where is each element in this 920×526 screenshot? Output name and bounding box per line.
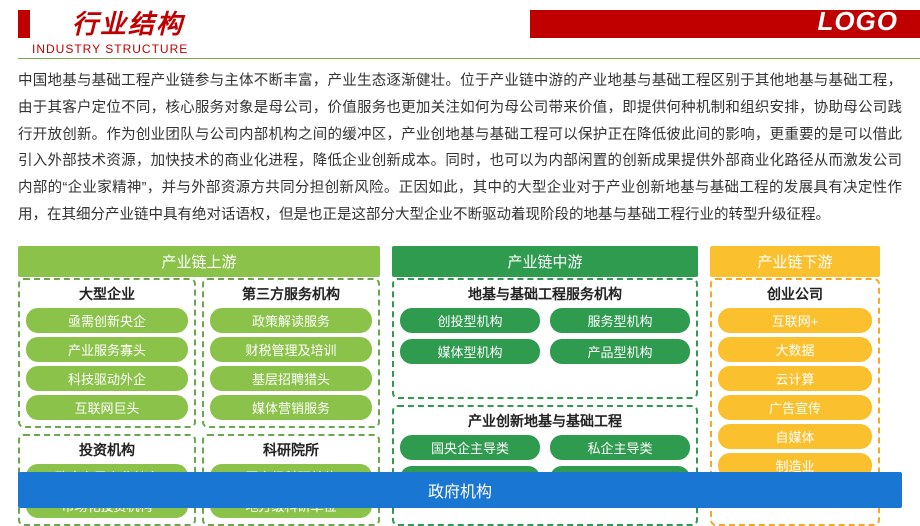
- pill-item: 政策解读服务: [210, 308, 372, 333]
- pill-item: 广告宣传: [718, 395, 872, 420]
- box-title: 产业创新地基与基础工程: [400, 411, 690, 431]
- pill-item: 产业服务寡头: [26, 337, 188, 362]
- paragraph-text: 中国地基与基础工程产业链参与主体不断丰富，产业生态逐渐健壮。位于产业链中游的产业…: [18, 73, 902, 223]
- pill-item: 媒体营销服务: [210, 395, 372, 420]
- header: 行业结构 INDUSTRY STRUCTURE LOGO: [0, 0, 920, 44]
- pill-item: 互联网巨头: [26, 395, 188, 420]
- box-third-party: 第三方服务机构 政策解读服务财税管理及培训基层招聘猎头媒体营销服务: [202, 278, 380, 428]
- pill-item: 国央企主导类: [400, 435, 540, 460]
- pill-item: 产品型机构: [550, 339, 690, 364]
- box-title: 大型企业: [26, 284, 188, 304]
- box-large-enterprise: 大型企业 亟需创新央企产业服务寡头科技驱动外企互联网巨头: [18, 278, 196, 428]
- box-title: 创业公司: [718, 284, 872, 304]
- pill-list: 政策解读服务财税管理及培训基层招聘猎头媒体营销服务: [210, 308, 372, 420]
- divider-line: [18, 58, 920, 59]
- chain-midstream-header: 产业链中游: [392, 246, 698, 277]
- box-title: 地基与基础工程服务机构: [400, 284, 690, 304]
- red-accent-bar: [18, 10, 30, 38]
- pill-item: 大数据: [718, 337, 872, 362]
- pill-item: 创投型机构: [400, 308, 540, 333]
- panels: 大型企业 亟需创新央企产业服务寡头科技驱动外企互联网巨头 第三方服务机构 政策解…: [18, 278, 902, 472]
- pill-item: 互联网+: [718, 308, 872, 333]
- chain-upstream-header: 产业链上游: [18, 246, 380, 277]
- box-title: 第三方服务机构: [210, 284, 372, 304]
- pill-item: 财税管理及培训: [210, 337, 372, 362]
- pill-list: 亟需创新央企产业服务寡头科技驱动外企互联网巨头: [26, 308, 188, 420]
- pill-item: 私企主导类: [550, 435, 690, 460]
- pill-item: 科技驱动外企: [26, 366, 188, 391]
- box-service-org: 地基与基础工程服务机构 创投型机构服务型机构媒体型机构产品型机构: [392, 278, 698, 399]
- pill-item: 基层招聘猎头: [210, 366, 372, 391]
- pill-item: 云计算: [718, 366, 872, 391]
- body-paragraph: 中国地基与基础工程产业链参与主体不断丰富，产业生态逐渐健壮。位于产业链中游的产业…: [18, 68, 902, 229]
- box-title: 投资机构: [26, 440, 188, 460]
- chain-headers: 产业链上游 产业链中游 产业链下游: [18, 246, 902, 277]
- pill-item: 自媒体: [718, 424, 872, 449]
- pill-grid: 创投型机构服务型机构媒体型机构产品型机构: [400, 308, 690, 364]
- page-title-cn: 行业结构: [72, 4, 184, 41]
- chain-downstream-header: 产业链下游: [710, 246, 880, 277]
- government-bar: 政府机构: [18, 472, 902, 508]
- logo-text: LOGO: [817, 6, 898, 37]
- page-title-en: INDUSTRY STRUCTURE: [32, 42, 188, 56]
- pill-item: 亟需创新央企: [26, 308, 188, 333]
- pill-item: 媒体型机构: [400, 339, 540, 364]
- box-title: 科研院所: [210, 440, 372, 460]
- pill-item: 服务型机构: [550, 308, 690, 333]
